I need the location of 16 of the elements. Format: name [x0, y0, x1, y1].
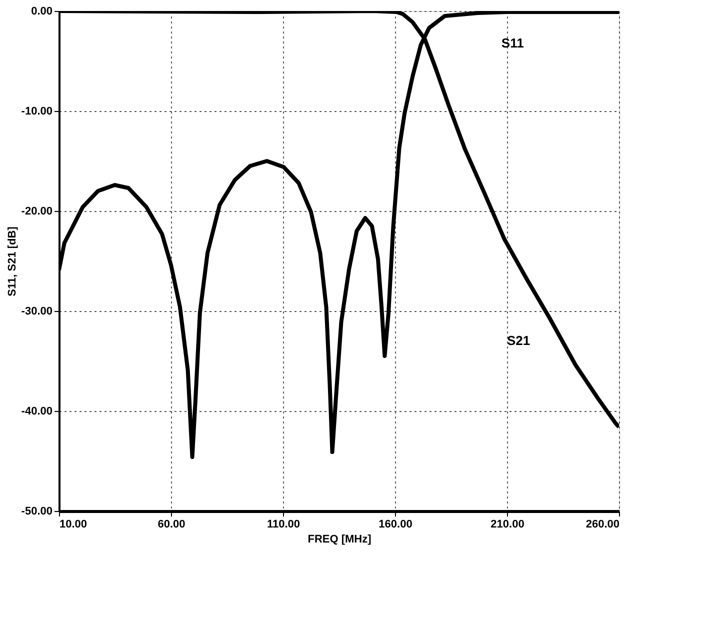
y-tick-label: -50.00	[21, 506, 52, 518]
y-tick-label: -40.00	[21, 406, 52, 418]
annotation: S11	[501, 36, 524, 50]
x-tick-label: 210.00	[490, 518, 524, 530]
x-tick-label: 10.00	[60, 518, 88, 530]
y-tick-label: 0.00	[31, 6, 52, 18]
annotation: S21	[507, 333, 530, 348]
x-tick-label: 60.00	[158, 518, 186, 530]
x-tick-label: 110.00	[266, 518, 300, 530]
x-tick-label: 160.00	[378, 518, 412, 530]
x-tick-label: 260.00	[586, 518, 620, 530]
y-tick-label: -20.00	[21, 206, 52, 218]
y-tick-label: -10.00	[21, 106, 52, 118]
y-axis-title: S11, S21 [dB]	[6, 226, 18, 296]
x-axis-title: FREQ [MHz]	[308, 534, 372, 546]
y-tick-label: -30.00	[21, 306, 52, 318]
